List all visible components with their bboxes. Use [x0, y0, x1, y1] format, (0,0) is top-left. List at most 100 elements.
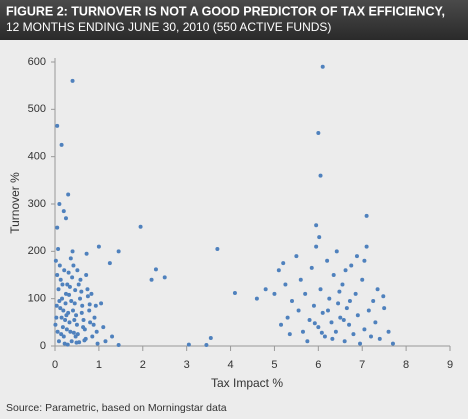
scatter-point [57, 299, 62, 304]
scatter-point [355, 313, 360, 318]
scatter-point [272, 291, 277, 296]
x-tick-label: 2 [140, 359, 146, 371]
scatter-point [208, 335, 213, 340]
y-axis-label: Turnover % [8, 172, 22, 234]
scatter-point [347, 299, 352, 304]
scatter-point [65, 342, 70, 347]
scatter-point [307, 317, 312, 322]
scatter-point [360, 277, 365, 282]
scatter-point [373, 320, 378, 325]
scatter-point [186, 342, 191, 347]
y-tick-label: 0 [40, 340, 46, 352]
scatter-point [88, 320, 93, 325]
scatter-point [337, 289, 342, 294]
scatter-point [96, 244, 101, 249]
scatter-point [61, 334, 66, 339]
scatter-point [63, 317, 68, 322]
scatter-point [70, 308, 75, 313]
scatter-point [101, 325, 106, 330]
scatter-point [116, 343, 121, 348]
scatter-point [336, 301, 341, 306]
scatter-point [85, 294, 90, 299]
scatter-point [87, 302, 92, 307]
scatter-point [364, 244, 369, 249]
scatter-point [89, 291, 94, 296]
scatter-point [343, 268, 348, 273]
scatter-point [353, 291, 358, 296]
scatter-point [60, 296, 65, 301]
scatter-point [381, 294, 386, 299]
scatter-point [53, 322, 58, 327]
scatter-point [54, 303, 59, 308]
scatter-point [53, 258, 58, 263]
scatter-point [305, 339, 310, 344]
y-tick-label: 500 [28, 103, 46, 115]
scatter-point [325, 258, 330, 263]
scatter-point [58, 306, 63, 311]
scatter-point [55, 225, 60, 230]
scatter-point [334, 249, 339, 254]
scatter-point [57, 263, 62, 268]
scatter-point [309, 265, 314, 270]
scatter-point [72, 317, 77, 322]
scatter-point [67, 292, 72, 297]
x-axis-label: Tax Impact % [211, 376, 283, 390]
scatter-point [331, 273, 336, 277]
scatter-point [70, 249, 75, 254]
scatter-point [279, 322, 284, 327]
scatter-point [70, 78, 75, 83]
scatter-point [294, 254, 299, 259]
scatter-point [70, 275, 75, 280]
x-tick-label: 5 [271, 359, 277, 371]
scatter-point [349, 263, 354, 268]
scatter-point [390, 341, 395, 346]
scatter-point [371, 299, 376, 304]
scatter-point [298, 277, 303, 282]
scatter-point [56, 287, 61, 292]
scatter-point [68, 329, 73, 334]
scatter-point [149, 277, 154, 282]
x-tick-label: 8 [403, 359, 409, 371]
scatter-point [73, 334, 78, 339]
scatter-point [71, 263, 76, 268]
scatter-point [72, 301, 77, 306]
scatter-point [232, 290, 237, 295]
scatter-point [79, 310, 84, 315]
scatter-point [73, 288, 78, 293]
header-bar [0, 0, 468, 40]
x-tick-label: 1 [96, 359, 102, 371]
scatter-point [316, 325, 321, 330]
scatter-point [59, 142, 64, 147]
scatter-point [316, 131, 321, 135]
scatter-point [74, 313, 79, 318]
scatter-point [333, 329, 338, 334]
scatter-point [90, 334, 95, 339]
scatter-point [290, 299, 294, 304]
scatter-point [84, 273, 89, 277]
scatter-point [364, 213, 369, 218]
scatter-point [362, 258, 367, 263]
x-tick-label: 0 [52, 359, 58, 371]
x-tick-label: 7 [359, 359, 365, 371]
scatter-point [63, 216, 68, 221]
scatter-point [329, 320, 334, 325]
scatter-point [107, 261, 112, 266]
scatter-point [317, 235, 322, 240]
x-tick-label: 4 [227, 359, 233, 371]
scatter-point [95, 341, 100, 346]
scatter-point [103, 339, 108, 344]
scatter-point [78, 277, 83, 282]
scatter-point [81, 317, 86, 322]
scatter-point [314, 244, 319, 249]
scatter-point [382, 306, 387, 311]
scatter-point [63, 291, 68, 296]
x-tick-label: 3 [184, 359, 190, 371]
scatter-point [60, 325, 65, 330]
scatter-point [347, 322, 352, 327]
scatter-point [162, 275, 167, 280]
scatter-point [318, 173, 323, 178]
scatter-point [287, 332, 292, 337]
scatter-point [377, 336, 382, 341]
